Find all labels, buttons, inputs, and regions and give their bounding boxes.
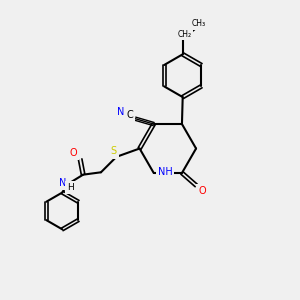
- Text: CH₂: CH₂: [177, 30, 191, 39]
- Text: N: N: [58, 178, 66, 188]
- Text: CH₃: CH₃: [192, 20, 206, 28]
- Text: N: N: [117, 106, 124, 117]
- Text: O: O: [70, 148, 77, 158]
- Text: H: H: [67, 183, 74, 192]
- Text: S: S: [110, 146, 116, 157]
- Text: NH: NH: [158, 167, 172, 177]
- Text: C: C: [127, 110, 133, 120]
- Text: O: O: [198, 186, 206, 196]
